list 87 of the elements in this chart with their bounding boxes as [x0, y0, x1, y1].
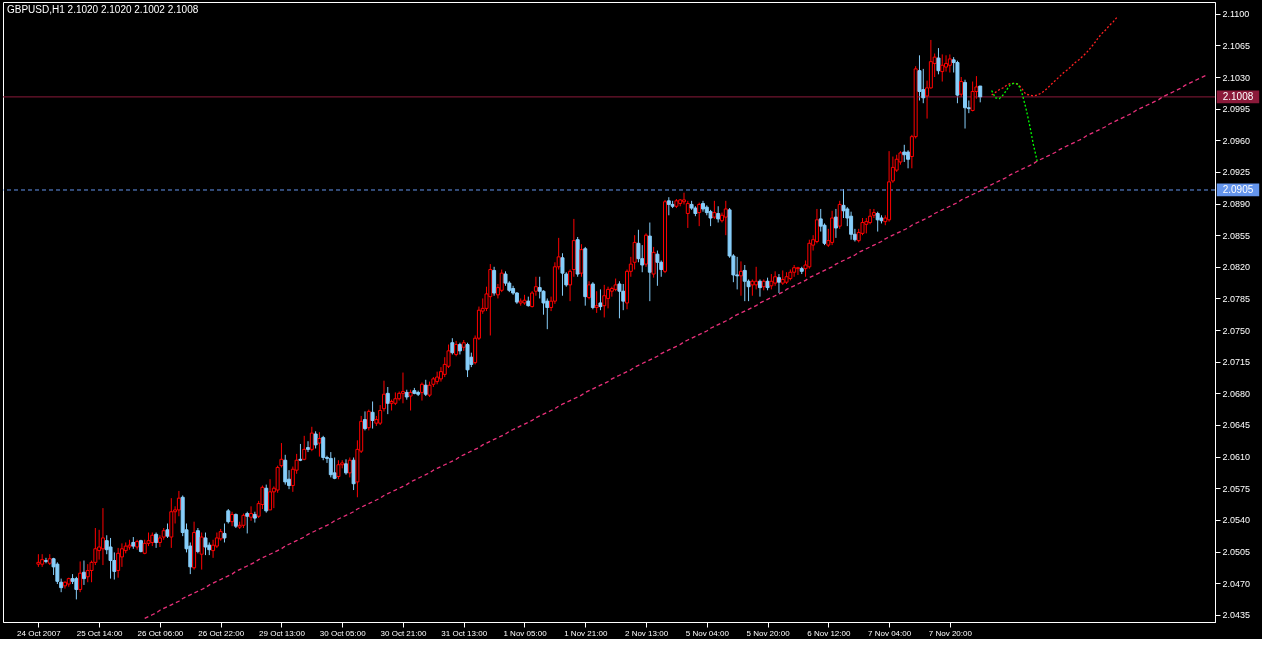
- candlestick: [43, 557, 48, 564]
- candlestick: [195, 527, 200, 554]
- candlestick: [959, 76, 964, 98]
- ref-line-label: 2.0905: [1222, 183, 1254, 195]
- candlestick: [283, 454, 288, 486]
- candlestick: [252, 511, 257, 524]
- x-tick-label: 7 Nov 20:00: [928, 628, 973, 638]
- candlestick: [757, 278, 762, 298]
- candlestick: [62, 580, 67, 590]
- candlestick: [199, 532, 204, 571]
- x-tick-label: 25 Oct 14:00: [76, 628, 124, 638]
- candlestick: [81, 560, 86, 586]
- candlestick: [306, 440, 311, 453]
- candlestick: [108, 537, 113, 580]
- y-tick-label: 2.0680: [1222, 388, 1251, 399]
- y-tick-label: 2.0890: [1222, 199, 1251, 210]
- candlestick: [579, 243, 584, 278]
- candlestick: [74, 576, 79, 600]
- y-tick-label: 2.0820: [1222, 262, 1251, 273]
- candlestick: [947, 53, 952, 73]
- x-tick-label: 26 Oct 06:00: [137, 628, 184, 638]
- y-tick-label: 2.1100: [1222, 9, 1250, 20]
- candlestick: [849, 211, 854, 241]
- x-tick-label: 24 Oct 2007: [17, 628, 62, 638]
- candlestick: [776, 273, 781, 294]
- candlestick: [268, 478, 273, 511]
- y-tick-label: 2.0785: [1222, 293, 1251, 304]
- candlestick: [940, 53, 945, 83]
- candlestick: [590, 281, 595, 310]
- y-tick-label: 2.0540: [1222, 515, 1251, 526]
- candlestick: [362, 410, 367, 431]
- candlestick: [245, 511, 250, 534]
- x-tick-label: 7 Nov 04:00: [868, 628, 912, 638]
- y-tick-label: 2.0995: [1222, 104, 1251, 115]
- candlestick: [906, 149, 911, 169]
- candlestick: [735, 256, 740, 290]
- candlestick: [385, 386, 390, 415]
- x-tick-label: 6 Nov 12:00: [807, 628, 851, 638]
- chart-title: GBPUSD,H1 2.1020 2.1020 2.1002 2.1008: [7, 4, 199, 15]
- candlestick: [666, 196, 671, 216]
- x-tick-label: 30 Oct 05:00: [319, 628, 367, 638]
- x-tick-label: 1 Nov 21:00: [564, 628, 608, 638]
- y-tick-label: 2.0575: [1222, 483, 1251, 494]
- candlestick: [917, 54, 922, 102]
- y-tick-label: 2.0435: [1222, 610, 1251, 621]
- candlestick: [651, 246, 656, 279]
- candlestick: [321, 435, 326, 461]
- line-series: [990, 82, 1038, 162]
- x-tick-label: 31 Oct 13:00: [441, 628, 488, 638]
- y-tick-label: 2.0645: [1222, 420, 1251, 431]
- x-tick-label: 1 Nov 05:00: [503, 628, 548, 638]
- y-tick-label: 2.0470: [1222, 578, 1251, 589]
- candlestick: [328, 451, 333, 478]
- candlestick: [302, 435, 307, 461]
- y-tick-label: 2.0925: [1222, 167, 1251, 178]
- candlestick: [754, 266, 759, 290]
- candlestick: [85, 563, 90, 583]
- candlestick: [833, 208, 838, 239]
- candlestick: [837, 200, 842, 230]
- candlestick: [738, 260, 743, 297]
- y-tick-label: 2.0715: [1222, 357, 1251, 368]
- y-tick-label: 2.1030: [1222, 72, 1251, 83]
- candlestick: [792, 264, 797, 278]
- candlestick: [742, 264, 747, 302]
- x-tick-label: 5 Nov 04:00: [685, 628, 730, 638]
- candlestick: [116, 547, 121, 579]
- x-tick-label: 5 Nov 20:00: [746, 628, 791, 638]
- ref-line-label: 2.1008: [1222, 90, 1254, 102]
- candlestick: [602, 284, 607, 318]
- candlestick: [712, 200, 717, 220]
- y-tick-label: 2.0855: [1222, 230, 1251, 241]
- y-tick-label: 2.0960: [1222, 135, 1251, 146]
- y-tick-label: 2.1065: [1222, 40, 1251, 51]
- y-tick-label: 2.0750: [1222, 325, 1251, 336]
- line-series: [990, 16, 1118, 97]
- y-tick-label: 2.0505: [1222, 547, 1251, 557]
- candlestick: [936, 47, 941, 75]
- y-tick-label: 2.0610: [1222, 452, 1251, 463]
- x-tick-label: 30 Oct 21:00: [380, 628, 427, 638]
- x-tick-label: 29 Oct 13:00: [259, 628, 306, 638]
- candlestick: [598, 288, 603, 311]
- candlestick: [587, 280, 592, 300]
- candlestick: [264, 484, 269, 514]
- candlestick: [795, 266, 800, 276]
- x-tick-label: 26 Oct 22:00: [198, 628, 245, 638]
- x-tick-label: 2 Nov 13:00: [624, 628, 669, 638]
- candlestick: [100, 507, 105, 566]
